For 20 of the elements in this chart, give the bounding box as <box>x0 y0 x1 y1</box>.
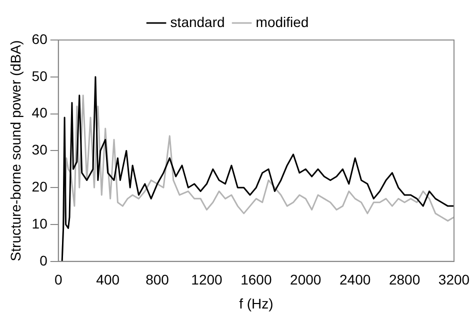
y-tick-label: 40 <box>32 104 48 121</box>
legend-label: modified <box>256 14 309 30</box>
y-tick-label: 30 <box>32 142 48 158</box>
y-tick-label: 50 <box>32 68 48 84</box>
y-axis-title: Structure-borne sound power (dBA) <box>7 40 24 262</box>
x-tick-label: 0 <box>54 272 62 288</box>
x-tick-label: 400 <box>96 272 120 288</box>
y-tick-label: 60 <box>32 30 48 47</box>
x-tick-label: 3200 <box>438 272 470 288</box>
y-tick-label: 20 <box>32 178 48 194</box>
x-tick-label: 2400 <box>340 272 371 288</box>
x-axis-title: f (Hz) <box>239 295 274 312</box>
y-tick-label: 10 <box>32 215 48 232</box>
y-tick-label: 0 <box>40 252 48 268</box>
x-tick-label: 2800 <box>388 272 420 288</box>
x-tick-label: 1200 <box>191 272 223 288</box>
x-tick-label: 2000 <box>290 272 322 288</box>
x-tick-label: 800 <box>146 272 170 288</box>
legend-label: standard <box>170 14 225 30</box>
x-tick-label: 1600 <box>240 272 272 288</box>
